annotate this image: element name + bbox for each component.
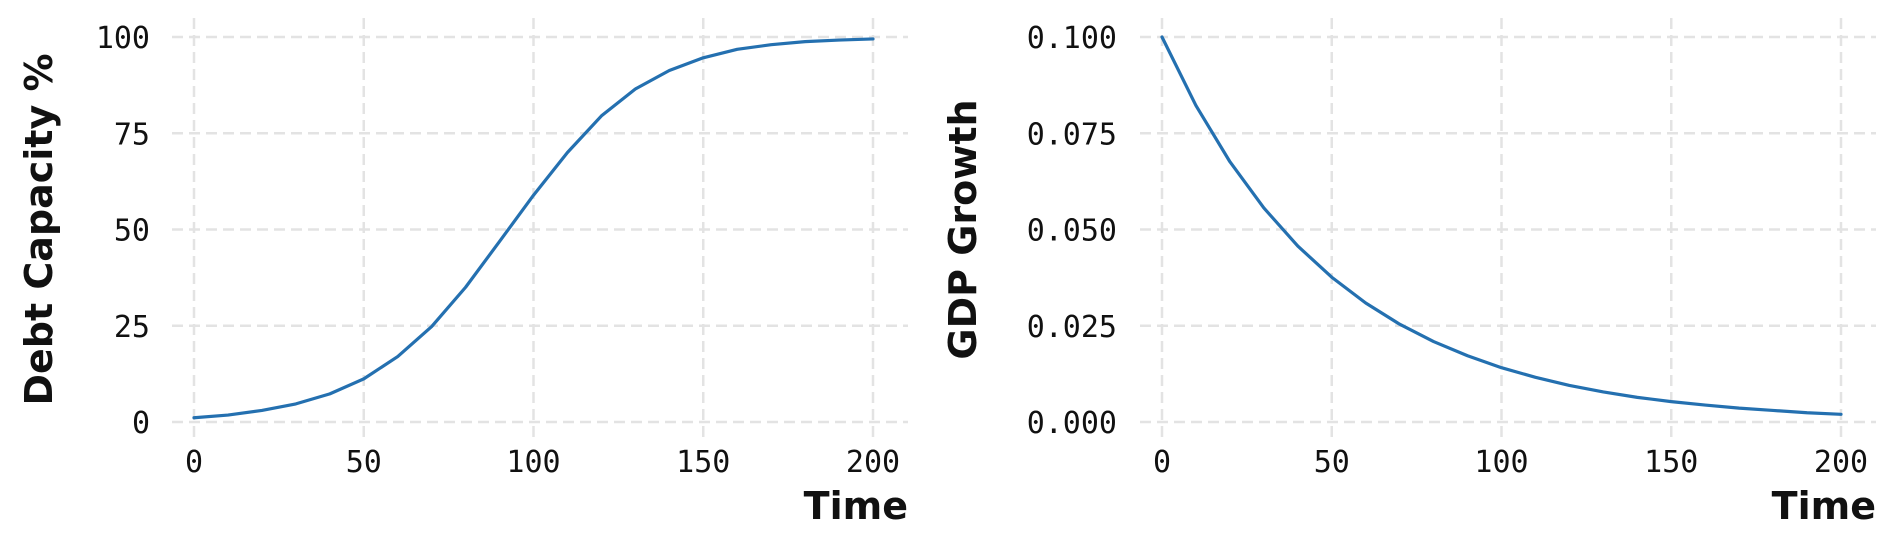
debt-x-axis-title: Time	[804, 484, 908, 528]
debt-grid	[172, 18, 908, 440]
debt-x-tick-label: 200	[846, 445, 900, 480]
gdp-y-tick-label: 0.025	[1027, 310, 1117, 345]
gdp-x-tick-label: 150	[1644, 445, 1698, 480]
gdp-y-tick-label: 0.000	[1027, 406, 1117, 441]
debt-x-tick-label: 50	[346, 445, 382, 480]
debt-x-tick-label: 150	[676, 445, 730, 480]
gdp-y-tick-label: 0.050	[1027, 214, 1117, 249]
debt-x-tick-label: 0	[185, 445, 203, 480]
gdp-growth-chart: 0 50 100 150 200 0.000 0.025 0.050 0.075 0.100 Tim…	[941, 18, 1876, 528]
debt-x-tick-label: 100	[506, 445, 560, 480]
debt-y-tick-label: 0	[132, 406, 150, 441]
gdp-x-tick-label: 50	[1314, 445, 1350, 480]
debt-series-line	[192, 37, 875, 420]
debt-capacity-chart: 0 50 100 150 200 0 25 50 75 100 Time Debt Capacity …	[17, 18, 908, 528]
gdp-y-axis-title: GDP Growth	[941, 99, 985, 359]
debt-y-tick-label: 25	[114, 310, 150, 345]
gdp-y-tick-label: 0.100	[1027, 21, 1117, 56]
debt-y-axis-title: Debt Capacity %	[17, 53, 61, 405]
debt-y-tick-label: 50	[114, 214, 150, 249]
gdp-x-tick-label: 200	[1814, 445, 1868, 480]
gdp-grid	[1140, 18, 1876, 440]
gdp-x-tick-label: 0	[1153, 445, 1171, 480]
gdp-x-tick-label: 100	[1474, 445, 1528, 480]
gdp-series-line	[1160, 35, 1843, 416]
gdp-x-axis-title: Time	[1772, 484, 1876, 528]
debt-y-tick-label: 100	[96, 21, 150, 56]
debt-y-tick-label: 75	[114, 117, 150, 152]
gdp-y-tick-label: 0.075	[1027, 117, 1117, 152]
